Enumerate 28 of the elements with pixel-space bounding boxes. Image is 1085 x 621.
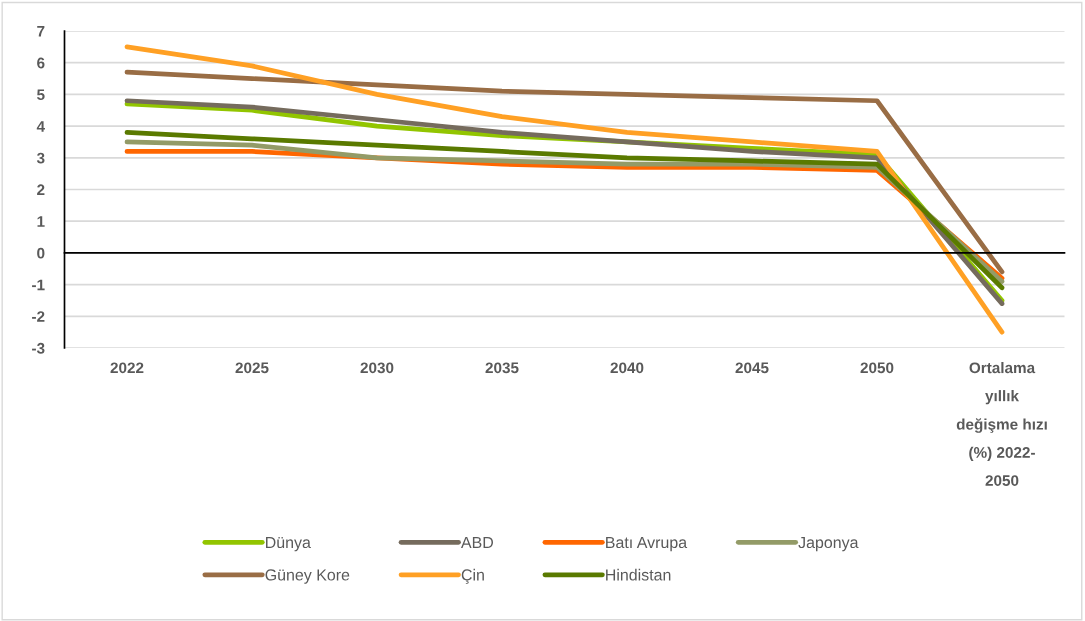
y-tick-label: -1 bbox=[32, 279, 45, 291]
y-tick-label: 3 bbox=[36, 152, 45, 164]
y-tick-label: 4 bbox=[36, 121, 45, 132]
y-tick-label: 2 bbox=[37, 184, 45, 196]
x-tick-label: 2022 bbox=[110, 362, 144, 374]
legend-label: Çin bbox=[461, 568, 484, 584]
legend-label: Güney Kore bbox=[265, 569, 350, 584]
x-tick-label: 2035 bbox=[485, 362, 519, 374]
y-tick-label: 5 bbox=[37, 89, 45, 101]
line-series bbox=[124, 69, 1005, 275]
legend-label: ABD bbox=[460, 536, 494, 548]
legend-label: Batı Avrupa bbox=[606, 536, 688, 552]
y-tick-label: 0 bbox=[37, 247, 45, 259]
x-tick-label: 2040 bbox=[610, 362, 644, 374]
line-series bbox=[124, 44, 1005, 335]
x-tick-label: 2050 bbox=[860, 362, 894, 374]
y-tick-label: 6 bbox=[37, 57, 45, 69]
x-tick-label: Ortalama yıllık değişme hızı (%) 2022- 2050 bbox=[956, 362, 1047, 486]
x-tick-label: 2025 bbox=[235, 362, 269, 374]
x-tick-label: 2030 bbox=[360, 362, 394, 374]
legend-label: Hindistan bbox=[606, 568, 671, 581]
y-tick-label: -2 bbox=[32, 311, 45, 322]
x-tick-label: 2045 bbox=[735, 362, 769, 374]
y-tick-label: -3 bbox=[32, 342, 45, 354]
legend-label: Japonya bbox=[798, 536, 859, 552]
legend-label: Dünya bbox=[266, 536, 311, 552]
y-tick-label: 1 bbox=[37, 216, 45, 227]
y-tick-label: 7 bbox=[37, 26, 45, 37]
